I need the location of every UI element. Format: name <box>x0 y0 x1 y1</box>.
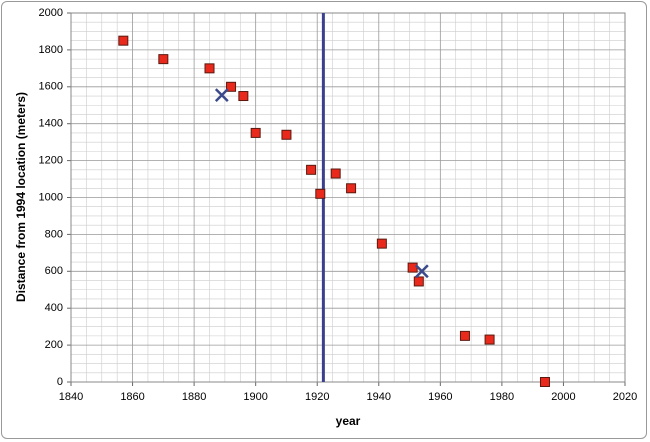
y-tick-label: 400 <box>45 302 63 314</box>
square-marker <box>226 81 237 92</box>
y-tick-label: 0 <box>57 376 63 388</box>
square-marker <box>158 54 169 65</box>
x-tick-label: 2020 <box>613 391 637 403</box>
square-marker <box>204 63 215 74</box>
square-marker <box>346 183 357 194</box>
square-marker <box>306 164 317 175</box>
y-tick-label: 800 <box>45 228 63 240</box>
y-tick-label: 200 <box>45 339 63 351</box>
x-tick-label: 1860 <box>120 391 144 403</box>
x-tick-label: 1880 <box>182 391 206 403</box>
x-tick-label: 1940 <box>367 391 391 403</box>
plot-border <box>70 12 626 383</box>
y-tick-label: 1800 <box>39 44 63 56</box>
square-marker <box>407 262 418 273</box>
x-tick-label: 1960 <box>428 391 452 403</box>
x-marker <box>214 88 229 102</box>
x-tick-label: 1920 <box>305 391 329 403</box>
square-marker <box>539 377 550 387</box>
x-axis-label: year <box>336 414 361 428</box>
square-marker <box>413 276 424 287</box>
y-tick-label: 2000 <box>39 7 63 19</box>
square-marker <box>250 127 261 138</box>
square-marker <box>459 330 470 341</box>
square-marker <box>118 35 129 46</box>
x-tick-label: 1980 <box>490 391 514 403</box>
y-tick-label: 1600 <box>39 81 63 93</box>
square-marker <box>330 168 341 179</box>
y-axis-label: Distance from 1994 location (meters) <box>14 92 28 302</box>
square-marker <box>376 238 387 249</box>
y-tick-label: 1200 <box>39 155 63 167</box>
x-tick-label: 1840 <box>59 391 83 403</box>
x-marker <box>414 264 429 279</box>
y-tick-label: 1400 <box>39 118 63 130</box>
x-tick-label: 2000 <box>551 391 575 403</box>
y-tick-label: 600 <box>45 265 63 277</box>
square-marker <box>315 188 326 199</box>
square-marker <box>484 334 495 345</box>
square-marker <box>281 129 292 140</box>
y-tick-label: 1000 <box>39 191 63 203</box>
x-tick-label: 1900 <box>243 391 267 403</box>
square-marker <box>238 91 249 102</box>
